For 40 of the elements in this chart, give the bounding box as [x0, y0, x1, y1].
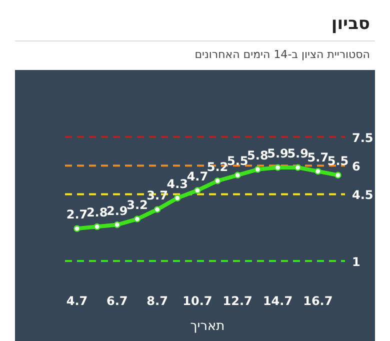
ref-line-label: 6: [352, 160, 360, 174]
point: [254, 166, 262, 173]
data-label: 5.5: [327, 154, 349, 168]
point: [174, 194, 181, 202]
x-tick-label: 16.7: [303, 294, 333, 308]
x-tick-label: 6.7: [106, 294, 128, 308]
x-tick-label: 8.7: [146, 294, 168, 308]
data-label: 2.8: [86, 206, 108, 220]
point: [274, 164, 282, 171]
data-label: 2.7: [66, 208, 88, 222]
chart-title: סביון: [331, 14, 370, 34]
point: [294, 164, 302, 171]
x-axis-title: תאריך: [190, 319, 225, 334]
point: [94, 223, 100, 230]
x-tick-label: 12.7: [222, 294, 252, 308]
data-label: 4.7: [186, 169, 208, 184]
data-label: 5.9: [287, 146, 308, 161]
point: [154, 206, 161, 213]
point: [234, 172, 242, 179]
point: [334, 172, 342, 179]
data-label: 5.9: [267, 146, 288, 161]
data-label: 2.9: [106, 204, 128, 218]
ref-line-label: 7.5: [352, 131, 374, 145]
data-label: 3.2: [126, 198, 148, 212]
x-tick-label: 4.7: [66, 294, 88, 308]
ref-line-label: 1: [352, 255, 360, 269]
data-label: 4.3: [166, 177, 188, 192]
x-tick-label: 14.7: [262, 294, 293, 308]
point: [314, 168, 322, 175]
point: [114, 221, 121, 228]
point: [74, 225, 80, 232]
point: [134, 216, 141, 222]
x-tick-label: 10.7: [182, 294, 212, 308]
ref-line-label: 4.5: [352, 188, 374, 202]
data-label: 5.7: [307, 150, 329, 164]
point: [194, 187, 201, 194]
chart-subtitle: הסטוריית הציון ב-14 הימים האחרונים: [194, 48, 370, 61]
data-label: 5.8: [247, 148, 268, 162]
data-label: 5.5: [226, 154, 248, 168]
point: [214, 177, 221, 184]
